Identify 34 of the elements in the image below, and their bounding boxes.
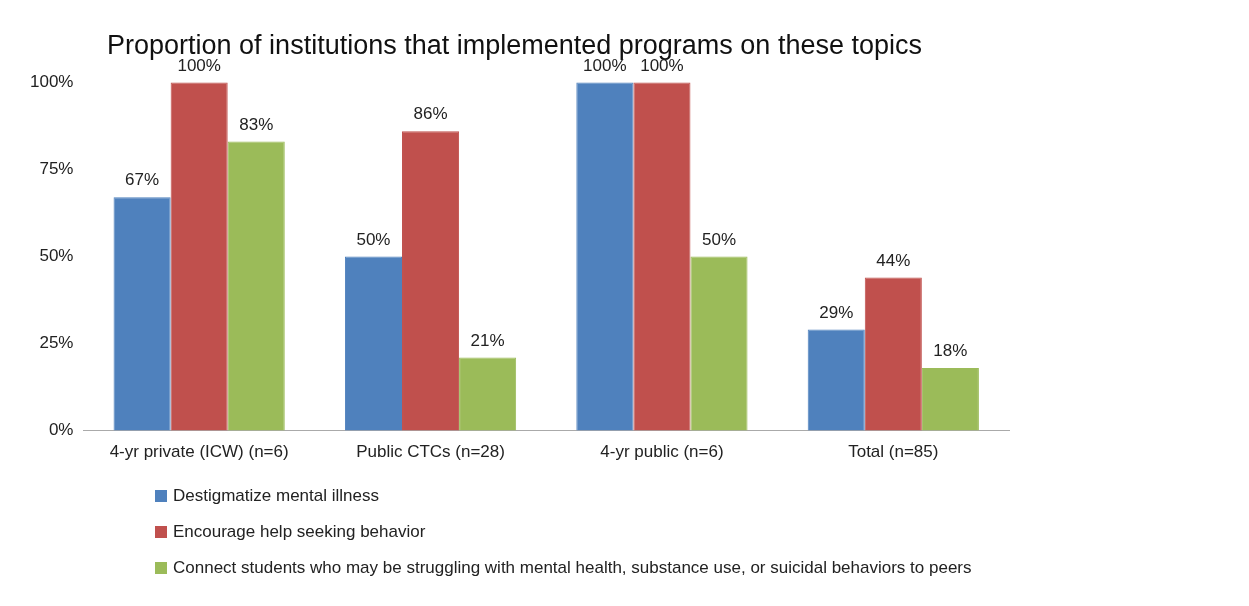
data-label: 83% — [239, 114, 274, 134]
legend-label: Encourage help seeking behavior — [173, 522, 426, 542]
data-label: 29% — [819, 302, 854, 322]
x-tick-label: Total (n=85) — [848, 442, 939, 462]
data-label: 44% — [876, 250, 911, 270]
y-tick-label: 75% — [39, 159, 74, 179]
legend-label: Destigmatize mental illness — [173, 486, 379, 506]
x-tick-label: Public CTCs (n=28) — [356, 442, 505, 462]
bar — [402, 131, 460, 431]
bar — [690, 256, 748, 431]
bar — [113, 197, 171, 431]
y-tick-label: 0% — [48, 420, 74, 440]
bar — [227, 141, 285, 431]
data-label: 86% — [413, 104, 448, 124]
data-label: 21% — [470, 330, 505, 350]
bar — [633, 82, 691, 431]
y-tick-label: 50% — [39, 246, 74, 266]
bar — [576, 82, 634, 431]
bar — [921, 367, 979, 431]
bar — [459, 357, 517, 431]
x-tick-label: 4-yr public (n=6) — [600, 442, 724, 462]
legend-label: Connect students who may be struggling with mental health, substance use, or suicidal behaviors to peers — [173, 558, 972, 578]
bar — [864, 277, 922, 431]
y-tick-label: 25% — [39, 333, 74, 353]
data-label: 50% — [356, 229, 391, 249]
y-tick-label: 100% — [30, 72, 74, 92]
data-label: 50% — [701, 229, 737, 249]
data-label: 67% — [125, 170, 160, 190]
data-label: 18% — [933, 341, 968, 361]
bar — [344, 256, 403, 431]
data-label: 100% — [177, 55, 221, 75]
bar — [807, 329, 865, 431]
bar — [170, 82, 228, 431]
x-tick-label: 4-yr private (ICW) (n=6) — [109, 442, 289, 462]
